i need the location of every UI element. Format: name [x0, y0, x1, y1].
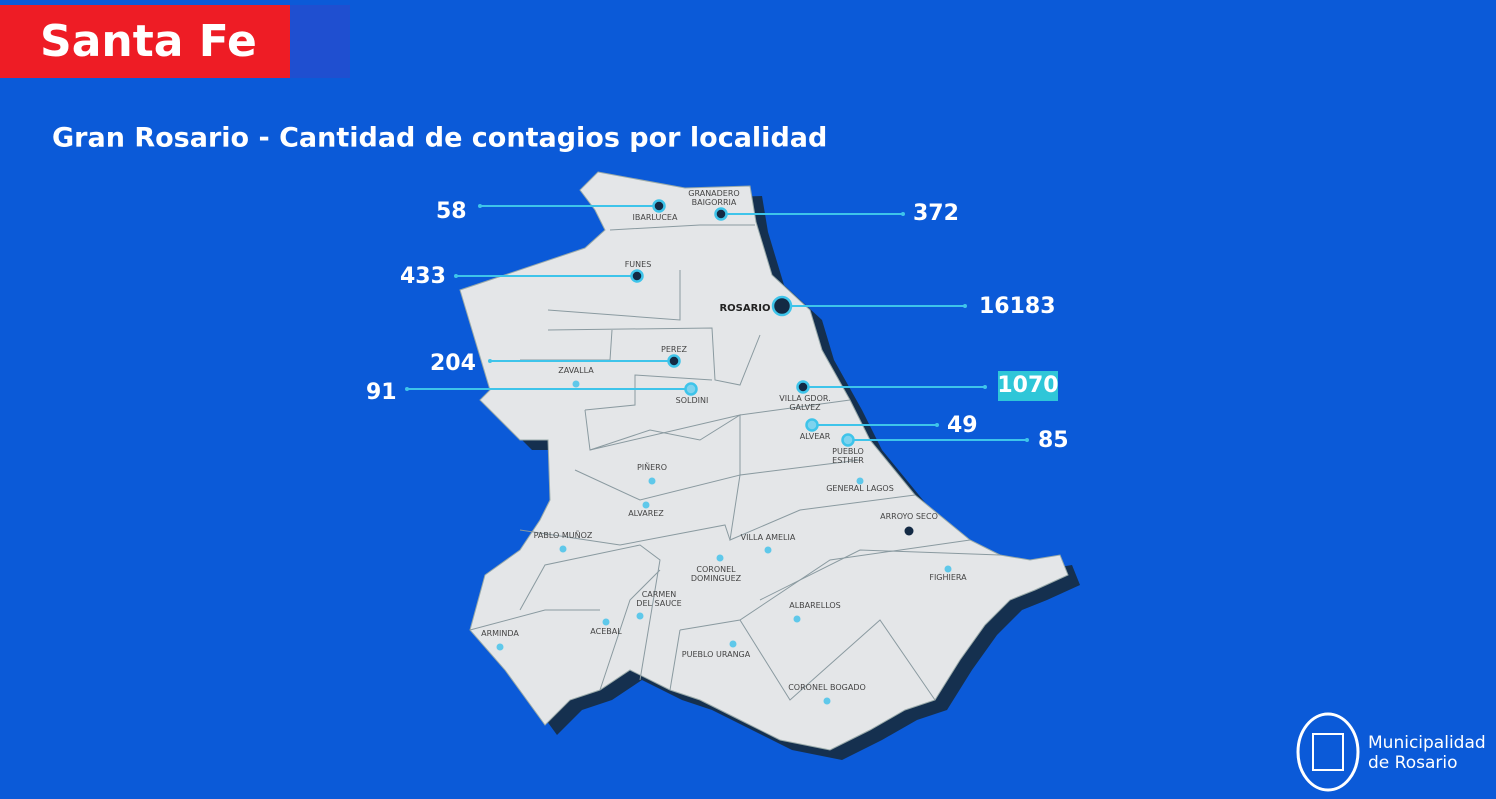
locality-name: PUEBLO URANGA: [682, 650, 751, 659]
locality-name: ZAVALLA: [558, 366, 594, 375]
locality-dot: [904, 526, 914, 536]
locality-name: ARROYO SECO: [880, 512, 938, 521]
count-label: 91: [366, 380, 397, 405]
locality-dot: [648, 477, 656, 485]
leader-end: [983, 385, 987, 389]
count-label: 16183: [979, 294, 1056, 319]
leader-end: [488, 359, 492, 363]
locality-name: ARMINDA: [481, 629, 519, 638]
locality-name: ALBARELLOS: [789, 601, 841, 610]
locality-dot: [793, 615, 801, 623]
locality-name: VILLA AMELIA: [741, 533, 796, 542]
locality-name: FIGHIERA: [929, 573, 967, 582]
locality-name: DOMINGUEZ: [691, 574, 742, 583]
locality-dot: [944, 565, 952, 573]
locality-dot: [630, 269, 644, 283]
locality-dot: [796, 380, 810, 394]
title: Gran Rosario - Cantidad de contagios por…: [52, 123, 827, 154]
locality-name: ROSARIO: [719, 303, 770, 314]
locality-dot: [771, 295, 793, 317]
locality-dot: [572, 380, 580, 388]
locality-name: SOLDINI: [676, 396, 709, 405]
count-label: 204: [430, 351, 476, 376]
locality-dot: [856, 477, 864, 485]
locality-name: VILLA GDOR.: [779, 394, 830, 403]
locality-name: CORONEL: [696, 565, 736, 574]
locality-dot: [805, 418, 819, 432]
badge-text: Santa Fe: [40, 16, 257, 67]
locality-dot: [684, 382, 698, 396]
locality-name: IBARLUCEA: [633, 213, 678, 222]
logo-emblem: [1296, 712, 1360, 792]
locality-dot: [636, 612, 644, 620]
leader-end: [405, 387, 409, 391]
locality-dot: [714, 207, 728, 221]
locality-dot: [716, 554, 724, 562]
locality-name: PABLO MUÑOZ: [534, 530, 593, 540]
locality-dot: [823, 697, 831, 705]
locality-name: GALVEZ: [789, 403, 821, 412]
badge: [0, 5, 290, 78]
locality-name: PEREZ: [661, 345, 687, 354]
logo-shield: [1312, 733, 1344, 771]
map: [459, 171, 1080, 760]
locality-name: ACEBAL: [590, 627, 622, 636]
locality-name: BAIGORRIA: [692, 198, 737, 207]
count-label: 372: [913, 201, 959, 226]
locality-dot: [652, 199, 666, 213]
count-label: 49: [947, 413, 978, 438]
locality-name: CARMEN: [642, 590, 677, 599]
locality-name: FUNES: [625, 260, 652, 269]
boundaries: [469, 224, 1001, 701]
badge-accent: [290, 5, 350, 78]
locality-name: GENERAL LAGOS: [826, 484, 894, 493]
leader-end: [901, 212, 905, 216]
leader-end: [454, 274, 458, 278]
leader-end: [963, 304, 967, 308]
logo-line1: Municipalidad: [1368, 733, 1486, 753]
count-label: 58: [436, 199, 467, 224]
logo-line2: de Rosario: [1368, 753, 1458, 773]
locality-dot: [667, 354, 681, 368]
locality-dot: [496, 643, 504, 651]
leader-end: [935, 423, 939, 427]
highlight-box: [998, 371, 1058, 401]
count-label: 433: [400, 264, 446, 289]
locality-name: DEL SAUCE: [636, 599, 681, 608]
locality-name: ESTHER: [832, 456, 864, 465]
logo: Municipalidad de Rosario: [1296, 712, 1486, 792]
locality-dot: [642, 501, 650, 509]
locality-name: GRANADERO: [688, 189, 739, 198]
locality-dot: [602, 618, 610, 626]
locality-dot: [559, 545, 567, 553]
locality-name: ALVEAR: [800, 432, 831, 441]
locality-dot: [729, 640, 737, 648]
count-label: 1070: [997, 373, 1058, 398]
count-label: 85: [1038, 428, 1069, 453]
leader-end: [1025, 438, 1029, 442]
locality-name: PUEBLO: [832, 447, 864, 456]
locality-name: ALVAREZ: [628, 509, 664, 518]
locality-dot: [841, 433, 855, 447]
map-land: [459, 171, 1069, 751]
leader-end: [478, 204, 482, 208]
locality-name: PIÑERO: [637, 462, 667, 472]
locality-name: CORONEL BOGADO: [788, 683, 866, 692]
locality-dot: [764, 546, 772, 554]
